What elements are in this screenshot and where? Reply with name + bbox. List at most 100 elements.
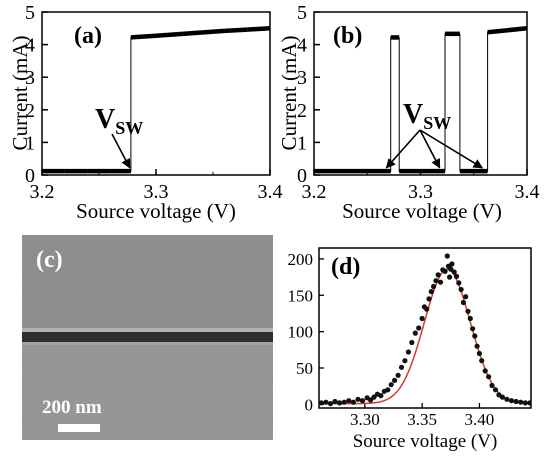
data-point bbox=[355, 396, 361, 402]
y-tick-label: 0 bbox=[297, 165, 307, 187]
panel-b-xlabel: Source voltage (V) bbox=[342, 199, 502, 223]
iv-trace-0 bbox=[314, 36, 400, 172]
iv-plateau-segment bbox=[224, 27, 248, 34]
panel-c-sem-image: (c) 200 nm bbox=[22, 235, 273, 440]
data-point bbox=[395, 372, 401, 378]
data-point bbox=[426, 296, 432, 302]
scale-bar-label: 200 nm bbox=[42, 397, 102, 418]
panel-b-vsw-annotation: VSW bbox=[403, 99, 451, 133]
panel-a-label: (a) bbox=[74, 23, 102, 49]
data-point bbox=[508, 398, 515, 404]
data-point bbox=[504, 396, 510, 402]
data-point bbox=[513, 398, 519, 405]
panel-c-label: (c) bbox=[36, 247, 63, 273]
iv-plateau-segment bbox=[130, 33, 157, 40]
sem-upper-region bbox=[22, 235, 273, 331]
panel-b-ylabel: Current (mA) bbox=[277, 36, 301, 151]
panel-b-ticks: 3.2 3.3 3.4 0 1 2 3 4 5 bbox=[297, 2, 540, 203]
sem-trench bbox=[22, 332, 273, 342]
y-tick-label: 1 bbox=[297, 132, 307, 154]
sem-edge-highlight bbox=[22, 328, 273, 332]
y-tick-label: 3 bbox=[25, 67, 35, 89]
data-point bbox=[518, 399, 524, 405]
data-point bbox=[368, 397, 374, 403]
x-tick-label: 3.40 bbox=[465, 410, 495, 429]
y-tick-label: 50 bbox=[296, 359, 313, 378]
data-point bbox=[522, 400, 528, 406]
y-tick-label: 3 bbox=[297, 67, 307, 89]
panel-d-fit-curve bbox=[319, 268, 531, 405]
data-point bbox=[327, 401, 334, 407]
panel-d-ticks: 3.30 3.35 3.40 0 50 100 150 200 bbox=[288, 250, 495, 429]
data-point bbox=[431, 283, 437, 290]
y-tick-label: 150 bbox=[288, 286, 314, 305]
data-point bbox=[527, 400, 531, 406]
panel-b: 3.2 3.3 3.4 0 1 2 3 4 5 (b) Source voltage (V) C… bbox=[277, 2, 540, 223]
data-point bbox=[444, 253, 450, 259]
data-point bbox=[456, 280, 462, 286]
data-point bbox=[385, 387, 391, 393]
panel-d: 3.30 3.35 3.40 0 50 100 150 200 (d) Source volt… bbox=[288, 247, 532, 452]
data-point bbox=[499, 394, 505, 400]
data-point bbox=[350, 399, 356, 405]
iv-trace-2 bbox=[459, 27, 528, 172]
data-point bbox=[424, 306, 430, 312]
iv-plateau-segment bbox=[178, 30, 202, 37]
data-point bbox=[449, 261, 455, 267]
iv-plateau-segment bbox=[247, 26, 271, 32]
y-tick-label: 100 bbox=[288, 323, 314, 342]
scale-bar bbox=[58, 424, 100, 432]
data-point bbox=[419, 315, 425, 322]
data-point bbox=[442, 268, 448, 274]
data-point bbox=[460, 299, 466, 306]
data-point bbox=[447, 274, 453, 280]
data-point bbox=[467, 315, 473, 322]
data-point bbox=[448, 266, 454, 272]
panel-a: 3.2 3.3 3.4 0 1 2 3 4 5 (a) Source voltage (V) C… bbox=[8, 2, 283, 223]
panel-a-series bbox=[42, 26, 271, 174]
vsw-arrow bbox=[419, 129, 441, 169]
panel-a-vsw-main: V bbox=[95, 104, 115, 135]
data-point bbox=[458, 286, 464, 293]
data-point bbox=[453, 273, 460, 279]
data-point bbox=[346, 398, 352, 404]
iv-trace-0 bbox=[42, 27, 271, 172]
data-point bbox=[398, 364, 405, 370]
data-point bbox=[323, 399, 329, 405]
panel-b-arrows bbox=[385, 129, 484, 169]
panel-b-vsw-sub: SW bbox=[423, 113, 451, 133]
x-tick-label: 3.4 bbox=[258, 181, 283, 203]
data-point bbox=[492, 387, 499, 393]
data-point bbox=[416, 325, 422, 331]
vsw-arrow bbox=[419, 129, 484, 169]
panel-b-series bbox=[314, 26, 528, 174]
data-point bbox=[470, 326, 476, 332]
data-point bbox=[482, 368, 488, 374]
data-point bbox=[409, 339, 415, 346]
data-point bbox=[405, 349, 411, 355]
data-point bbox=[428, 289, 434, 295]
panel-a-vsw-sub: SW bbox=[115, 118, 143, 138]
vsw-arrow bbox=[385, 129, 421, 169]
y-tick-label: 4 bbox=[25, 35, 35, 57]
data-point bbox=[341, 399, 347, 405]
data-point bbox=[319, 400, 324, 406]
data-point bbox=[474, 343, 480, 349]
data-point bbox=[378, 393, 384, 399]
data-point bbox=[476, 350, 482, 357]
data-point bbox=[479, 358, 485, 364]
panel-d-xlabel: Source voltage (V) bbox=[353, 431, 498, 452]
x-tick-label: 3.30 bbox=[350, 410, 380, 429]
x-tick-label: 3.3 bbox=[144, 181, 169, 203]
y-tick-label: 5 bbox=[25, 2, 35, 24]
y-tick-label: 200 bbox=[288, 250, 314, 269]
data-point bbox=[486, 374, 492, 380]
panel-a-xlabel: Source voltage (V) bbox=[76, 199, 236, 223]
data-point bbox=[433, 278, 439, 284]
data-point bbox=[451, 269, 457, 275]
y-tick-label: 0 bbox=[305, 395, 314, 414]
x-tick-label: 3.35 bbox=[407, 410, 437, 429]
data-point bbox=[332, 398, 338, 405]
iv-plateau-segment bbox=[155, 31, 179, 39]
